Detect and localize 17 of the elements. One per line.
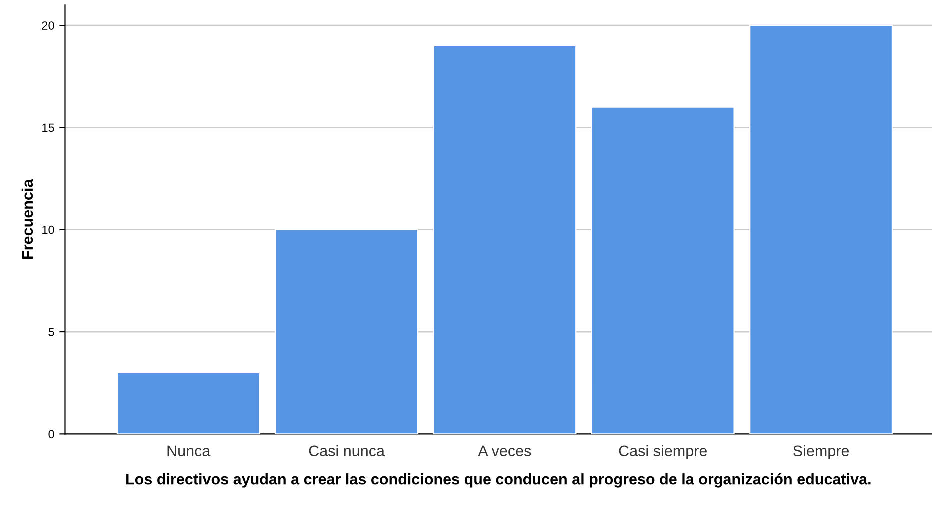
x-tick-label: Casi siempre: [619, 445, 708, 460]
x-tick-label: Nunca: [168, 446, 211, 457]
bar: [116, 372, 260, 434]
y-axis-title: Frecuencia: [22, 179, 34, 259]
x-tick-label: A veces: [478, 446, 532, 457]
bar: [750, 24, 894, 434]
x-axis-title: Los directivos ayudan a crear las condiciones que conducen al progreso de la organización educativa.: [126, 473, 871, 488]
bar: [433, 45, 577, 434]
y-tick-label: 0: [48, 430, 54, 439]
y-tick-label: 15: [42, 124, 54, 132]
x-tick-label: Casi nunca: [309, 445, 385, 457]
y-tick-label: 20: [42, 22, 54, 30]
y-tick-label: 5: [48, 328, 54, 336]
bar: [591, 106, 735, 434]
y-tick-label: 10: [42, 226, 54, 234]
x-tick-label: Siempre: [794, 445, 850, 460]
bar: [275, 229, 419, 434]
